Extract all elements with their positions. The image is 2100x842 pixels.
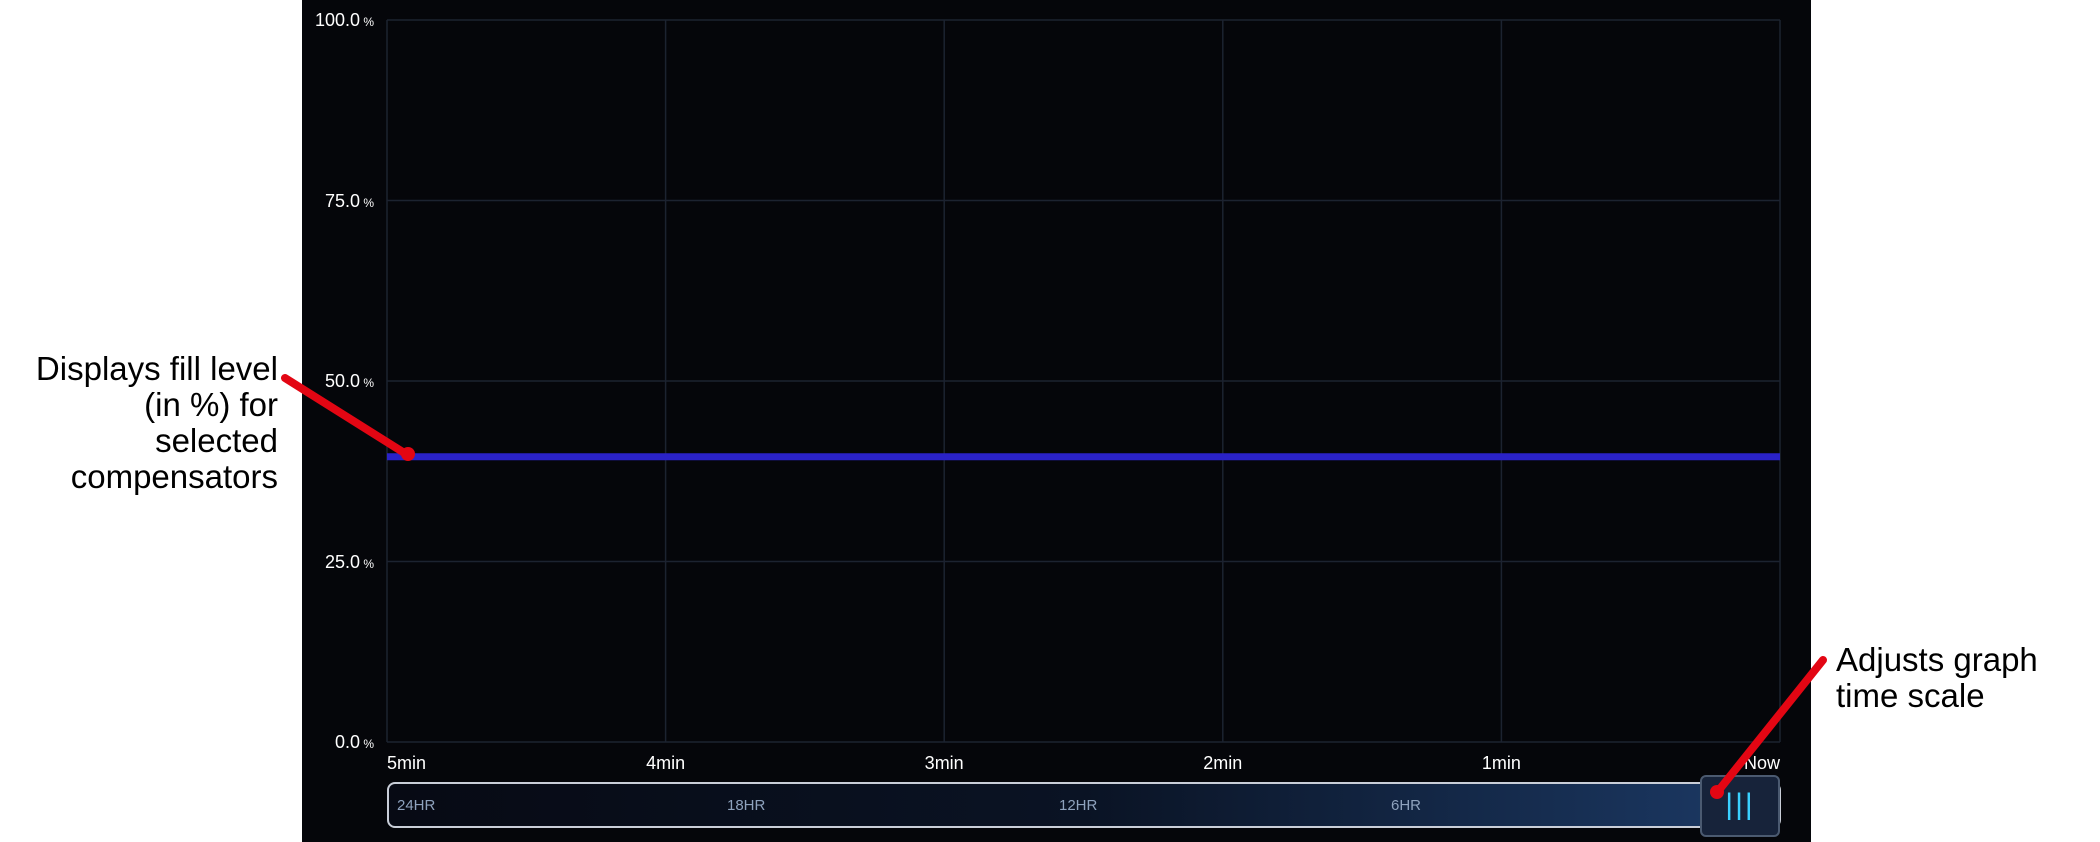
time-scale-bar[interactable]: 24HR 18HR 12HR 6HR (387, 782, 1781, 828)
x-tick-label: Now (1743, 753, 1780, 773)
y-tick-value: 75.0 (324, 190, 360, 211)
y-tick-unit: % (359, 556, 374, 571)
time-scale-annotation: Adjusts graph time scale (1836, 641, 2038, 714)
fill-level-annotation: Displays fill level (in %) for selected … (35, 350, 278, 495)
chart-grid (386, 19, 1781, 743)
slider-grip-icon[interactable]: ||| (1700, 775, 1780, 837)
time-scale-label-6hr[interactable]: 6HR (1391, 797, 1422, 814)
x-tick-label: 5min (387, 753, 427, 773)
time-scale-label-18hr[interactable]: 18HR (727, 797, 766, 814)
fill-level-chart-panel: 100.0 % 75.0 % 50.0 % 25.0 % 0.0 % 5min 4min 3… (302, 0, 1811, 842)
y-tick-value: 100.0 (314, 10, 360, 30)
y-tick-value: 0.0 (334, 732, 360, 752)
y-tick-label: 100.0 % (302, 9, 374, 33)
x-tick-label: 2min (1203, 753, 1243, 773)
y-tick-label: 50.0 % (302, 370, 374, 394)
y-tick-label: 0.0 % (302, 731, 374, 755)
y-tick-label: 25.0 % (302, 551, 374, 575)
time-scale-label-24hr[interactable]: 24HR (397, 797, 436, 814)
x-tick-label: 1min (1481, 753, 1521, 773)
y-tick-value: 25.0 (324, 551, 360, 572)
fill-level-chart (386, 19, 1781, 743)
y-tick-unit: % (359, 737, 374, 751)
y-tick-value: 50.0 (324, 371, 360, 391)
y-tick-label: 75.0 % (302, 190, 374, 214)
y-tick-unit: % (359, 15, 374, 29)
y-tick-unit: % (359, 195, 374, 210)
x-tick-label: 3min (924, 753, 964, 773)
x-tick-label: 4min (646, 753, 686, 773)
time-scale-label-12hr[interactable]: 12HR (1059, 797, 1098, 814)
y-tick-unit: % (359, 376, 374, 390)
